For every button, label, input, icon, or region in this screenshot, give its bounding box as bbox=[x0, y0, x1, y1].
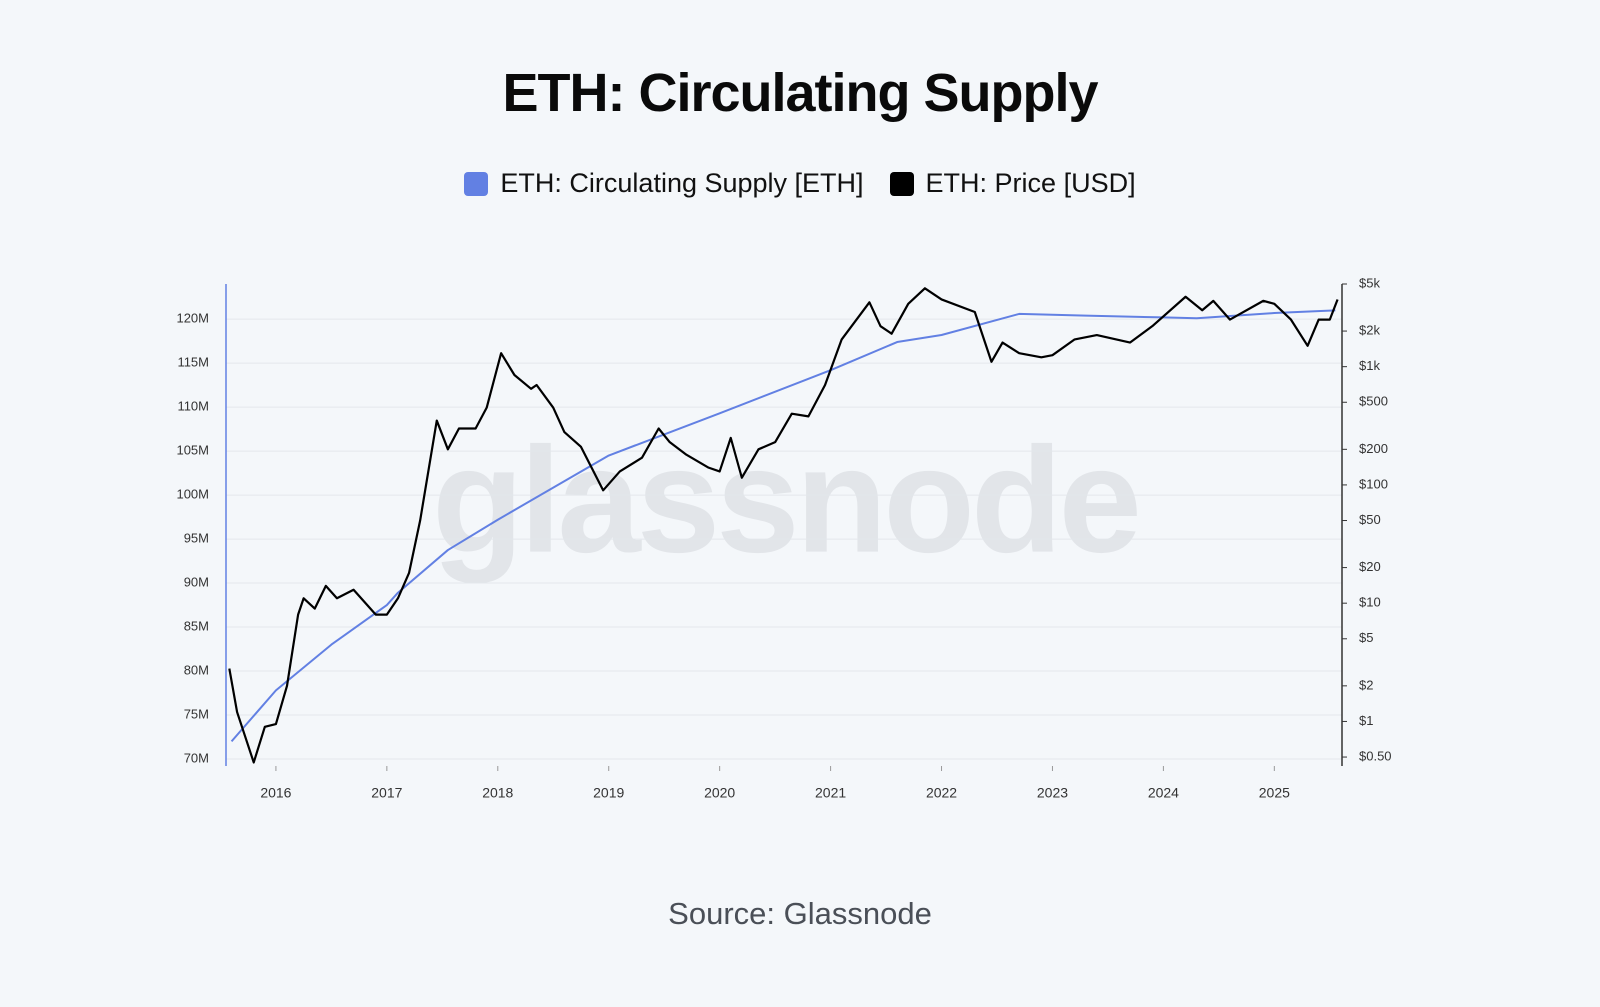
y-tick-label: 95M bbox=[184, 531, 209, 546]
x-tick-label: 2019 bbox=[593, 785, 624, 801]
legend-label: ETH: Price [USD] bbox=[925, 168, 1136, 198]
legend-item: ETH: Circulating Supply [ETH] bbox=[464, 168, 864, 199]
y2-tick-label: $5k bbox=[1359, 275, 1380, 290]
series-line bbox=[228, 287, 1339, 764]
x-tick-label: 2017 bbox=[371, 785, 402, 801]
y-tick-label: 115M bbox=[177, 355, 209, 370]
x-tick-label: 2021 bbox=[815, 785, 846, 801]
chart-title: ETH: Circulating Supply bbox=[502, 63, 1098, 123]
y2-tick-label: $10 bbox=[1359, 595, 1381, 610]
x-tick-label: 2016 bbox=[260, 785, 291, 801]
y2-tick-label: $100 bbox=[1359, 476, 1388, 491]
x-tick-label: 2018 bbox=[482, 785, 513, 801]
legend-label: ETH: Circulating Supply [ETH] bbox=[500, 168, 864, 198]
y-tick-label: 70M bbox=[184, 750, 209, 765]
x-tick-label: 2020 bbox=[704, 785, 735, 801]
y-tick-label: 105M bbox=[176, 443, 209, 458]
y-tick-label: 120M bbox=[176, 311, 209, 326]
y2-tick-label: $500 bbox=[1359, 394, 1388, 409]
y-tick-label: 80M bbox=[184, 662, 209, 677]
source-note: Source: Glassnode bbox=[668, 896, 932, 931]
legend-swatch bbox=[464, 171, 489, 196]
legend-swatch bbox=[889, 171, 914, 196]
y2-tick-label: $2k bbox=[1359, 322, 1380, 337]
legend-item: ETH: Price [USD] bbox=[889, 168, 1136, 199]
y2-tick-label: $0.50 bbox=[1359, 748, 1392, 763]
y-tick-label: 90M bbox=[184, 574, 209, 589]
y2-tick-label: $1 bbox=[1359, 713, 1373, 728]
x-tick-label: 2022 bbox=[926, 785, 957, 801]
x-tick-label: 2023 bbox=[1037, 785, 1068, 801]
y-tick-label: 85M bbox=[184, 618, 209, 633]
y2-tick-label: $20 bbox=[1359, 559, 1381, 574]
y2-tick-label: $5 bbox=[1359, 630, 1373, 645]
y-tick-label: 100M bbox=[176, 487, 209, 502]
watermark: glassnode bbox=[432, 416, 1138, 584]
y-tick-label: 75M bbox=[184, 706, 209, 721]
y2-tick-label: $1k bbox=[1359, 358, 1380, 373]
x-tick-label: 2025 bbox=[1259, 785, 1290, 801]
y2-tick-label: $200 bbox=[1359, 441, 1388, 456]
y-tick-label: 110M bbox=[177, 399, 209, 414]
x-tick-label: 2024 bbox=[1148, 785, 1179, 801]
y2-tick-label: $50 bbox=[1359, 512, 1381, 527]
legend: ETH: Circulating Supply [ETH] ETH: Price … bbox=[0, 168, 1600, 199]
y2-tick-label: $2 bbox=[1359, 677, 1373, 692]
